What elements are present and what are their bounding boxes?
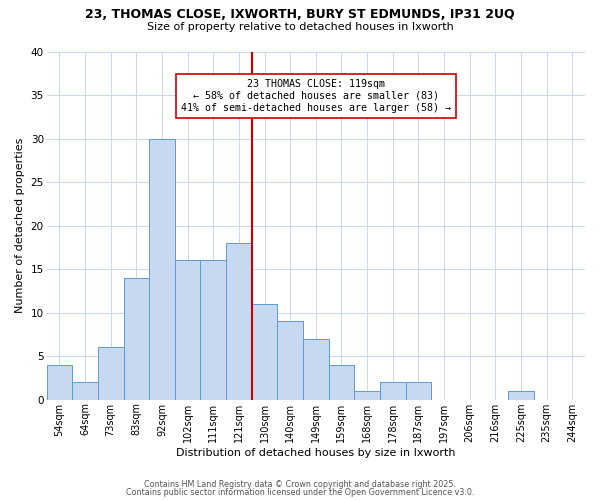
Bar	[200, 260, 226, 400]
Bar	[124, 278, 149, 400]
Bar	[508, 391, 534, 400]
Text: Contains HM Land Registry data © Crown copyright and database right 2025.: Contains HM Land Registry data © Crown c…	[144, 480, 456, 489]
Bar	[226, 243, 251, 400]
Bar	[47, 365, 72, 400]
Bar	[251, 304, 277, 400]
Text: 23, THOMAS CLOSE, IXWORTH, BURY ST EDMUNDS, IP31 2UQ: 23, THOMAS CLOSE, IXWORTH, BURY ST EDMUN…	[85, 8, 515, 20]
Bar	[380, 382, 406, 400]
Text: 23 THOMAS CLOSE: 119sqm
← 58% of detached houses are smaller (83)
41% of semi-de: 23 THOMAS CLOSE: 119sqm ← 58% of detache…	[181, 80, 451, 112]
Bar	[98, 348, 124, 400]
Bar	[175, 260, 200, 400]
Bar	[72, 382, 98, 400]
Y-axis label: Number of detached properties: Number of detached properties	[15, 138, 25, 314]
Text: Size of property relative to detached houses in Ixworth: Size of property relative to detached ho…	[146, 22, 454, 32]
Bar	[406, 382, 431, 400]
X-axis label: Distribution of detached houses by size in Ixworth: Distribution of detached houses by size …	[176, 448, 455, 458]
Bar	[303, 338, 329, 400]
Bar	[277, 322, 303, 400]
Bar	[329, 365, 354, 400]
Bar	[354, 391, 380, 400]
Text: Contains public sector information licensed under the Open Government Licence v3: Contains public sector information licen…	[126, 488, 474, 497]
Bar	[149, 138, 175, 400]
